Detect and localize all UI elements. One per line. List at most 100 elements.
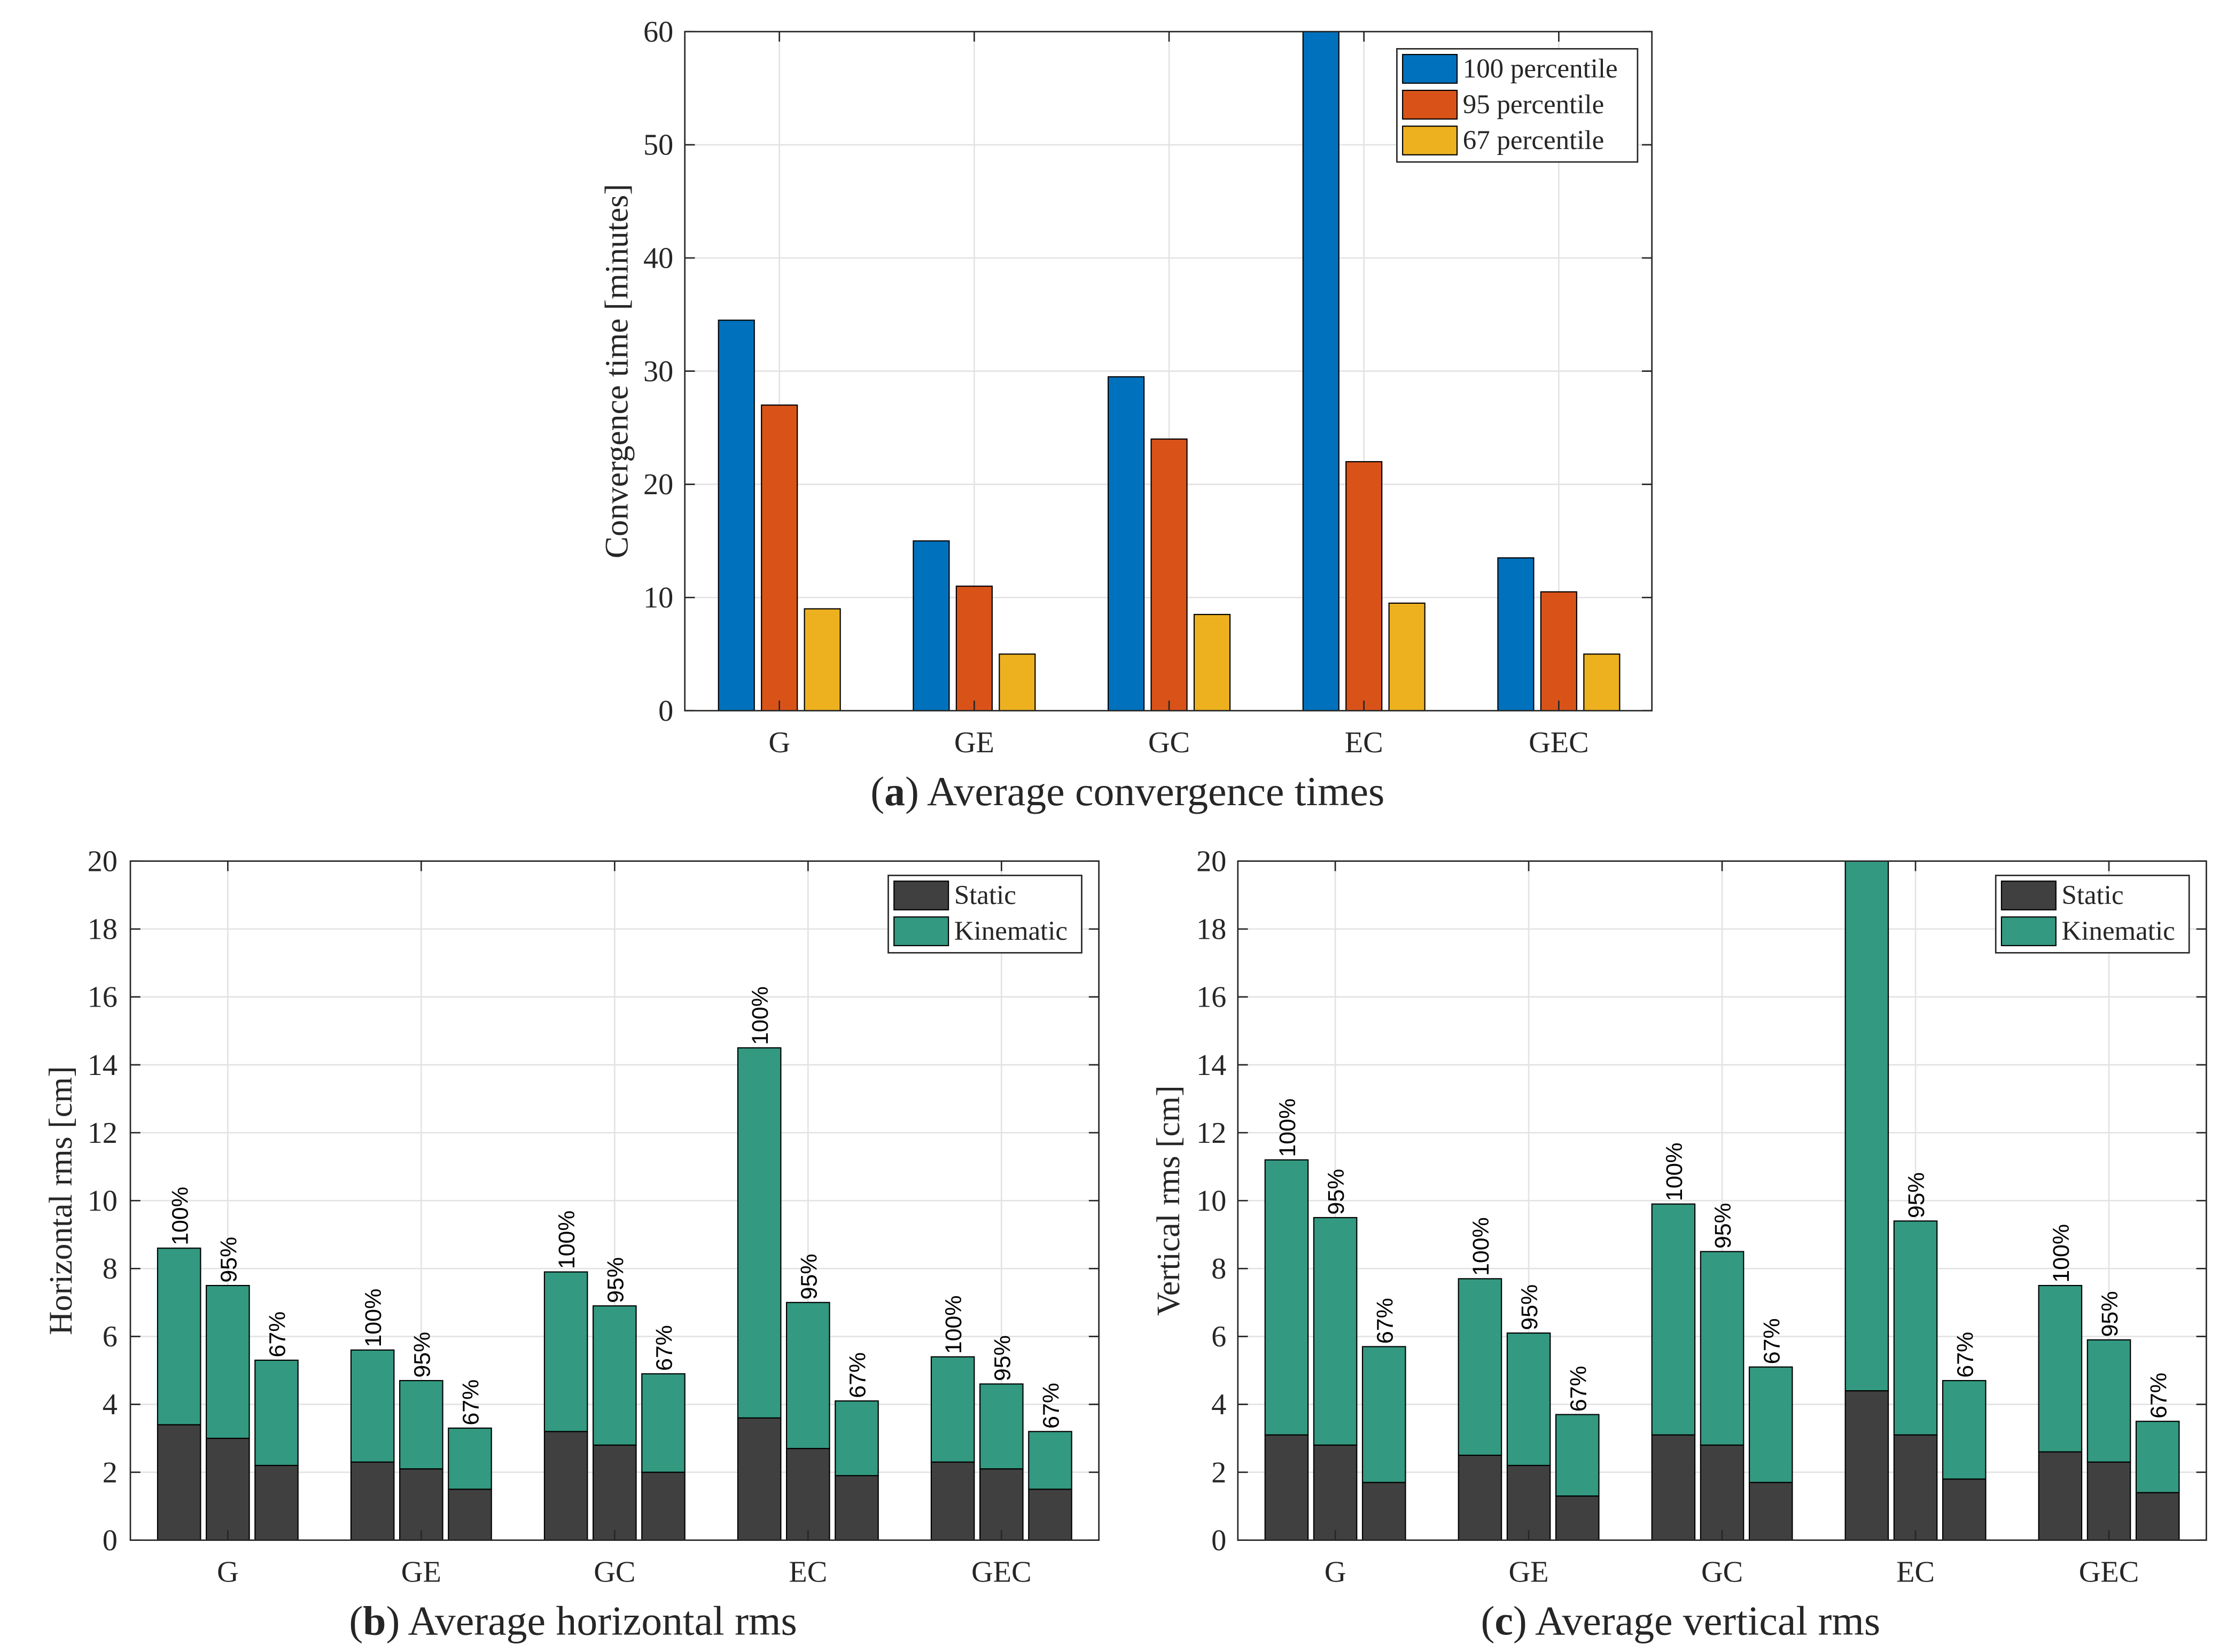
bar-label: 67% [2146,1373,2171,1419]
bar-label: 95% [2097,1291,2123,1337]
bar-label: 67% [1952,1332,1978,1378]
caption: (c) Average vertical rms [1481,1598,1880,1644]
bar-GE-static-2 [1555,1495,1600,1541]
bar-GC-95-percentile [1150,438,1188,712]
bar-label: 100% [747,986,773,1045]
bar-label: 95% [1517,1284,1543,1330]
bar-GE-67-percentile [999,653,1036,712]
bar-GE-95-percentile [955,586,993,712]
bar-label: 67% [845,1352,871,1398]
bar-GE-kinematic-0 [1458,1278,1502,1456]
y-tick-label: 16 [88,981,118,1014]
legend-swatch [2000,880,2057,910]
y-tick-label: 0 [1211,1524,1226,1557]
bar-label: 95% [990,1335,1015,1381]
bar-EC-static-0 [1844,1390,1889,1541]
x-tick-label: EC [1345,726,1383,759]
bar-GC-kinematic-2 [641,1373,686,1473]
caption-letter: b [363,1598,386,1644]
x-tick-label: G [217,1555,239,1588]
bar-GC-static-2 [641,1471,686,1541]
x-tick-label: GE [954,726,994,759]
x-tick-label: GC [1701,1555,1743,1588]
bar-GE-kinematic-2 [1555,1414,1600,1497]
x-tick-label: G [768,726,790,759]
bar-GEC-kinematic-1 [979,1383,1024,1470]
bar-EC-static-1 [786,1448,830,1541]
x-tick-label: GEC [1529,726,1589,759]
bar-G-kinematic-0 [1264,1159,1309,1436]
y-tick-label: 40 [643,242,673,275]
bar-GEC-100-percentile [1497,557,1535,712]
bar-G-kinematic-0 [157,1248,201,1425]
y-tick-label: 20 [643,468,673,501]
bar-GEC-kinematic-1 [2086,1339,2131,1463]
bar-GEC-static-0 [930,1461,975,1541]
caption-paren-open: ( [349,1598,363,1644]
caption-paren-open: ( [1481,1598,1494,1644]
x-tick-label: GEC [2079,1555,2139,1588]
bar-label: 95% [603,1257,628,1303]
bar-G-kinematic-2 [1361,1346,1406,1483]
bar-GC-static-0 [1651,1434,1696,1541]
bar-GEC-static-0 [2038,1451,2083,1541]
bar-label: 95% [1323,1169,1349,1215]
y-axis-label: Horizontal rms [cm] [43,1066,79,1335]
y-axis-label: Convergence time [minutes] [598,184,635,558]
bar-G-kinematic-1 [1313,1217,1358,1446]
y-tick-label: 10 [1196,1185,1226,1218]
bar-GEC-95-percentile [1540,591,1577,712]
bar-GEC-static-2 [1028,1489,1072,1541]
bar-GE-kinematic-0 [350,1349,395,1463]
legend: Static Kinematic [1995,875,2190,954]
legend-label: 67 percentile [1463,126,1604,155]
y-axis-label: Vertical rms [cm] [1150,1085,1187,1315]
bar-EC-kinematic-2 [835,1400,879,1477]
bar-GE-static-2 [448,1489,492,1541]
bar-G-static-1 [1313,1444,1358,1541]
bar-G-kinematic-1 [206,1284,250,1439]
chart-b: 100% 95% 67% G 100% 95% 67% GE 100% 95% 67% GC 100% 9… [43,845,1100,1644]
bar-GEC-67-percentile [1583,653,1621,712]
bar-label: 67% [652,1325,677,1371]
bar-label: 100% [554,1211,580,1269]
legend-label: Kinematic [2062,916,2175,946]
bar-EC-67-percentile [1388,602,1426,712]
caption-paren-close: ) [1513,1598,1527,1644]
caption-paren-close: ) [386,1598,400,1644]
caption-text: Average horizontal rms [400,1598,797,1644]
x-tick-label: EC [789,1555,827,1588]
bar-G-100-percentile [718,320,755,712]
y-tick-label: 14 [88,1049,118,1082]
bar-G-67-percentile [804,608,841,712]
y-tick-label: 4 [1211,1388,1226,1421]
bar-EC-static-0 [737,1417,782,1541]
bar-GEC-static-1 [979,1468,1024,1541]
y-tick-label: 60 [643,15,673,49]
y-tick-label: 12 [1196,1117,1226,1150]
bar-EC-kinematic-0 [737,1047,782,1419]
bar-GEC-static-1 [2086,1461,2131,1541]
legend-label: Static [954,880,1016,910]
legend-swatch [1402,90,1458,120]
bar-label: 67% [265,1312,291,1358]
bar-GC-static-1 [1700,1444,1745,1541]
bar-GE-kinematic-1 [1506,1332,1551,1466]
bar-G-kinematic-2 [254,1359,299,1466]
bar-G-static-2 [254,1464,299,1541]
bar-G-95-percentile [761,404,798,712]
bar-GE-static-0 [350,1461,395,1541]
bar-EC-static-2 [1942,1478,1987,1541]
bar-label: 100% [1662,1142,1687,1201]
bar-label: 100% [1275,1098,1300,1157]
bar-label: 95% [796,1254,822,1300]
y-tick-label: 10 [88,1185,118,1218]
bar-EC-100-percentile [1302,31,1340,712]
bar-GEC-kinematic-0 [2038,1284,2083,1453]
caption-letter: a [884,768,905,814]
bar-label: 100% [1468,1217,1494,1276]
bar-G-static-2 [1361,1482,1406,1541]
bar-EC-95-percentile [1345,461,1383,712]
x-tick-label: GC [1148,726,1190,759]
